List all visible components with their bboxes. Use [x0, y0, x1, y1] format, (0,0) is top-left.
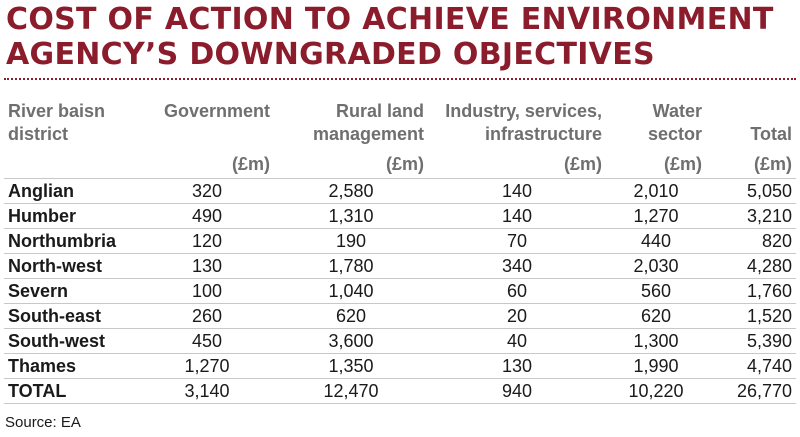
table-cell: 70 — [428, 228, 606, 254]
table-cell: 190 — [274, 228, 428, 254]
column-header-5: Total (£m) — [706, 100, 796, 179]
table-cell: 620 — [274, 303, 428, 329]
row-label: South-east — [4, 303, 140, 329]
table-cell: 1,270 — [606, 203, 706, 229]
table-cell: 260 — [140, 303, 274, 329]
table-cell: 3,210 — [706, 203, 796, 229]
column-header-label: River baisn — [8, 101, 106, 121]
table-cell: 940 — [428, 378, 606, 404]
table-cell: 2,580 — [274, 178, 428, 204]
column-header-label: Industry, services, — [445, 101, 602, 121]
column-header-label: Water — [652, 101, 702, 121]
column-header-label: Rural land — [335, 101, 424, 121]
cost-table: River baisn district Government (£m) Rural l… — [4, 100, 796, 404]
table-cell: 140 — [428, 203, 606, 229]
column-header-4: Water sector (£m) — [606, 100, 706, 179]
table-cell: 100 — [140, 278, 274, 304]
row-label: Northumbria — [4, 228, 140, 254]
table-row: Northumbria 120 190 70 440 820 — [4, 228, 796, 254]
table-cell: 440 — [606, 228, 706, 254]
table-cell: 40 — [428, 328, 606, 354]
table-cell: 820 — [706, 228, 796, 254]
title-divider — [4, 78, 796, 80]
table-cell: 1,300 — [606, 328, 706, 354]
row-label: North-west — [4, 253, 140, 279]
column-header-0: River baisn district — [4, 100, 140, 179]
table-cell: 4,740 — [706, 353, 796, 379]
column-unit: (£m) — [563, 154, 602, 174]
table-row: Severn 100 1,040 60 560 1,760 — [4, 278, 796, 304]
column-header-label: Total — [750, 124, 792, 144]
column-unit: (£m) — [231, 154, 270, 174]
column-header-label: management — [312, 124, 424, 144]
table-cell: 12,470 — [274, 378, 428, 404]
table-cell: 26,770 — [706, 378, 796, 404]
table-cell: 120 — [140, 228, 274, 254]
table-cell: 2,030 — [606, 253, 706, 279]
table-cell: 1,040 — [274, 278, 428, 304]
chart-title: COST OF ACTION TO ACHIEVE ENVIRONMENT AG… — [6, 2, 774, 72]
row-label: Thames — [4, 353, 140, 379]
table-row: South-west 450 3,600 40 1,300 5,390 — [4, 328, 796, 354]
table-cell: 2,010 — [606, 178, 706, 204]
table-cell: 620 — [606, 303, 706, 329]
table-cell: 1,990 — [606, 353, 706, 379]
table-cell: 1,350 — [274, 353, 428, 379]
table-cell: 320 — [140, 178, 274, 204]
column-header-label: district — [8, 124, 69, 144]
row-label: Anglian — [4, 178, 140, 204]
column-header-label — [710, 100, 792, 123]
table-cell: 3,140 — [140, 378, 274, 404]
table-cell: 130 — [428, 353, 606, 379]
table-cell: 5,390 — [706, 328, 796, 354]
table-row: Thames 1,270 1,350 130 1,990 4,740 — [4, 353, 796, 379]
table-cell: 1,780 — [274, 253, 428, 279]
column-unit: (£m) — [753, 154, 792, 174]
table-cell: 1,310 — [274, 203, 428, 229]
column-header-2: Rural land management (£m) — [274, 100, 428, 179]
row-label: Severn — [4, 278, 140, 304]
table-cell: 10,220 — [606, 378, 706, 404]
table-body: Anglian 320 2,580 140 2,010 5,050 Humber 490 1,3… — [4, 178, 796, 404]
source-note: Source: EA — [5, 414, 81, 431]
table-row: TOTAL 3,140 12,470 940 10,220 26,770 — [4, 378, 796, 404]
table-cell: 130 — [140, 253, 274, 279]
table-cell: 4,280 — [706, 253, 796, 279]
table-cell: 60 — [428, 278, 606, 304]
row-label: TOTAL — [4, 378, 140, 404]
header-row: River baisn district Government (£m) Rural l… — [4, 100, 796, 179]
table-row: North-west 130 1,780 340 2,030 4,280 — [4, 253, 796, 279]
table-cell: 20 — [428, 303, 606, 329]
table-cell: 560 — [606, 278, 706, 304]
column-unit: (£m) — [385, 154, 424, 174]
column-unit: (£m) — [663, 154, 702, 174]
table-row: Anglian 320 2,580 140 2,010 5,050 — [4, 178, 796, 204]
column-header-label: Government — [163, 101, 270, 121]
table-row: South-east 260 620 20 620 1,520 — [4, 303, 796, 329]
column-header-label: infrastructure — [484, 124, 602, 144]
table-cell: 340 — [428, 253, 606, 279]
table-cell: 450 — [140, 328, 274, 354]
table-cell: 490 — [140, 203, 274, 229]
table-cell: 140 — [428, 178, 606, 204]
table-row: Humber 490 1,310 140 1,270 3,210 — [4, 203, 796, 229]
table-cell: 1,520 — [706, 303, 796, 329]
row-label: Humber — [4, 203, 140, 229]
column-header-1: Government (£m) — [140, 100, 274, 179]
row-label: South-west — [4, 328, 140, 354]
table-cell: 1,760 — [706, 278, 796, 304]
table-cell: 1,270 — [140, 353, 274, 379]
column-header-label: sector — [647, 124, 702, 144]
table-cell: 3,600 — [274, 328, 428, 354]
table-cell: 5,050 — [706, 178, 796, 204]
column-header-3: Industry, services, infrastructure (£m) — [428, 100, 606, 179]
